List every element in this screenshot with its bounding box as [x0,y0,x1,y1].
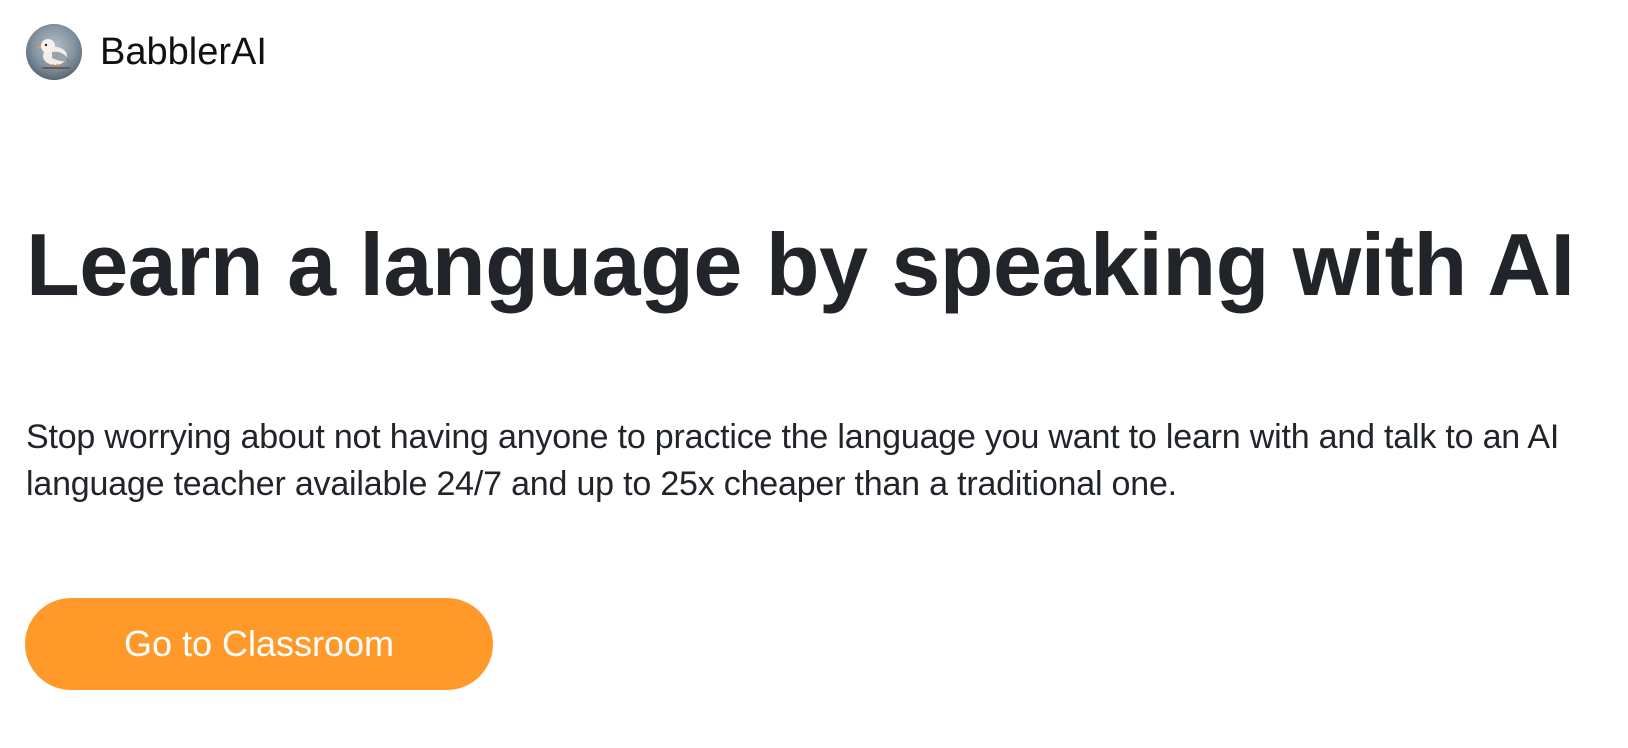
hero-headline: Learn a language by speaking with AI [26,215,1575,314]
bird-logo-graphic [26,24,82,80]
go-to-classroom-button[interactable]: Go to Classroom [25,598,493,690]
bird-logo-icon[interactable] [26,24,82,80]
brand-name[interactable]: BabblerAI [100,31,267,73]
site-header: BabblerAI [26,24,267,80]
hero-subtitle: Stop worrying about not having anyone to… [26,418,1560,503]
